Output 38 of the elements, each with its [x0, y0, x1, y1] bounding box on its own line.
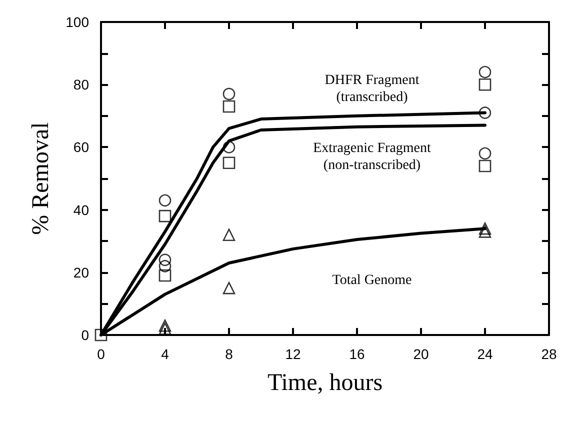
annotation: DHFR Fragment (transcribed): [324, 73, 420, 105]
point: [222, 282, 236, 294]
point: [158, 210, 172, 222]
x-tick-label: 12: [285, 346, 301, 362]
y-tick-label: 80: [73, 76, 90, 93]
point: [222, 156, 236, 169]
x-tick-label: 0: [97, 346, 106, 362]
y-tick-label: 40: [73, 202, 90, 218]
x-tick-label: 28: [541, 346, 557, 362]
y-tick-label: 0: [81, 327, 90, 343]
point: [158, 269, 172, 282]
point: [478, 106, 492, 119]
point: [478, 160, 492, 172]
x-tick-label: 24: [477, 346, 493, 362]
y-tick-label: 100: [66, 14, 90, 30]
x-tick-label: 8: [225, 346, 234, 362]
point: [478, 78, 492, 91]
point: [222, 228, 236, 241]
point: [158, 254, 172, 266]
point: [94, 328, 108, 342]
point: [478, 222, 492, 235]
point: [478, 147, 492, 160]
point: [478, 226, 492, 238]
point: [158, 260, 172, 272]
point: [478, 66, 492, 78]
x-tick-label: 16: [349, 346, 365, 362]
y-tick-label: 60: [73, 139, 90, 156]
point: [158, 319, 172, 332]
y-tick-label: 20: [73, 264, 90, 280]
point: [222, 88, 236, 100]
point: [222, 100, 236, 113]
annotation: Extragenic Fragment (non-transcribed): [313, 141, 431, 173]
x-axis-title: Time, hours: [267, 370, 383, 396]
y-axis-title: % Removal: [28, 122, 54, 235]
x-tick-label: 4: [161, 346, 170, 362]
x-tick-label: 20: [413, 346, 429, 362]
point: [158, 194, 172, 207]
annotation: Total Genome: [332, 273, 412, 288]
